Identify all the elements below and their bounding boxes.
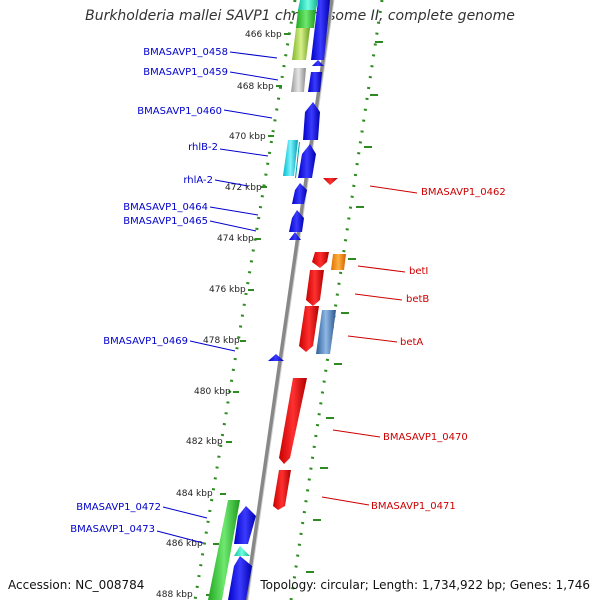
gene-feature	[273, 470, 291, 510]
gene-feature	[289, 210, 304, 232]
label-connector	[219, 148, 269, 157]
tick-label: 478 kbp	[203, 336, 240, 346]
gene-label: BMASAVP1_0472	[76, 502, 161, 513]
gene-features	[208, 0, 346, 600]
gene-feature	[331, 254, 346, 270]
label-connector	[354, 293, 403, 301]
gene-label: BMASAVP1_0465	[123, 216, 208, 227]
gene-feature	[298, 0, 318, 10]
gene-feature	[268, 354, 284, 361]
gene-label: BMASAVP1_0460	[137, 106, 222, 117]
label-connector	[189, 340, 236, 352]
gene-feature	[298, 144, 316, 178]
label-connector	[332, 429, 381, 438]
gene-feature	[323, 178, 338, 185]
gene-feature	[299, 306, 319, 352]
label-connector	[209, 220, 257, 232]
gene-feature	[292, 28, 310, 60]
gene-feature	[289, 232, 301, 240]
gene-feature	[279, 378, 307, 464]
gene-label: rhlB-2	[188, 142, 218, 153]
gene-feature	[312, 60, 324, 66]
gene-label: betB	[406, 294, 429, 305]
label-connector	[214, 179, 249, 187]
label-connector	[209, 206, 259, 216]
gene-label: betA	[400, 337, 423, 348]
outer-scale-dots	[289, 0, 384, 600]
tick-label: 472 kbp	[225, 183, 262, 193]
inner-scale-dots	[193, 0, 297, 600]
tick-label: 476 kbp	[209, 285, 246, 295]
gene-feature	[295, 142, 300, 178]
gene-feature	[208, 500, 240, 600]
label-connector	[347, 335, 398, 343]
gene-feature	[234, 546, 250, 556]
gene-feature	[311, 0, 330, 60]
gene-label: BMASAVP1_0473	[70, 524, 155, 535]
inner-scale-ticks	[206, 33, 290, 596]
gene-label: BMASAVP1_0469	[103, 336, 188, 347]
label-connector	[357, 265, 406, 273]
tick-label: 470 kbp	[229, 132, 266, 142]
gene-feature	[291, 68, 306, 92]
tick-label: 484 kbp	[176, 489, 213, 499]
label-connector	[321, 496, 370, 506]
gene-feature	[292, 183, 307, 204]
label-connector	[223, 109, 273, 119]
gene-label: BMASAVP1_0459	[143, 67, 228, 78]
label-connector	[156, 530, 204, 544]
gene-feature	[306, 270, 324, 306]
gene-feature	[234, 506, 256, 544]
gene-label: BMASAVP1_0464	[123, 202, 208, 213]
accession-text: Accession: NC_008784	[8, 578, 145, 592]
gene-label: betI	[409, 266, 428, 277]
label-connector	[162, 506, 208, 519]
tick-label: 466 kbp	[245, 30, 282, 40]
gene-label: BMASAVP1_0462	[421, 187, 506, 198]
gene-label: BMASAVP1_0471	[371, 501, 456, 512]
label-connector	[229, 71, 279, 81]
gene-label: BMASAVP1_0458	[143, 47, 228, 58]
gene-label: rhlA-2	[183, 175, 213, 186]
tick-label: 482 kbp	[186, 437, 223, 447]
outer-scale-ticks	[306, 41, 383, 573]
gene-feature	[296, 10, 316, 28]
tick-label: 480 kbp	[194, 387, 231, 397]
gene-label: BMASAVP1_0470	[383, 432, 468, 443]
tick-label: 468 kbp	[237, 82, 274, 92]
gene-feature	[316, 310, 336, 354]
tick-label: 474 kbp	[217, 234, 254, 244]
tick-label: 486 kbp	[166, 539, 203, 549]
label-connector	[229, 51, 278, 59]
label-connector	[369, 185, 418, 194]
gene-feature	[308, 72, 322, 92]
gene-feature	[303, 102, 320, 140]
gene-feature	[228, 556, 252, 600]
topology-summary: Topology: circular; Length: 1,734,922 bp…	[260, 578, 590, 592]
chromosome-backbone	[244, 0, 334, 600]
gene-feature	[283, 140, 298, 176]
tick-label: 488 kbp	[156, 590, 193, 600]
gene-feature	[312, 252, 329, 268]
